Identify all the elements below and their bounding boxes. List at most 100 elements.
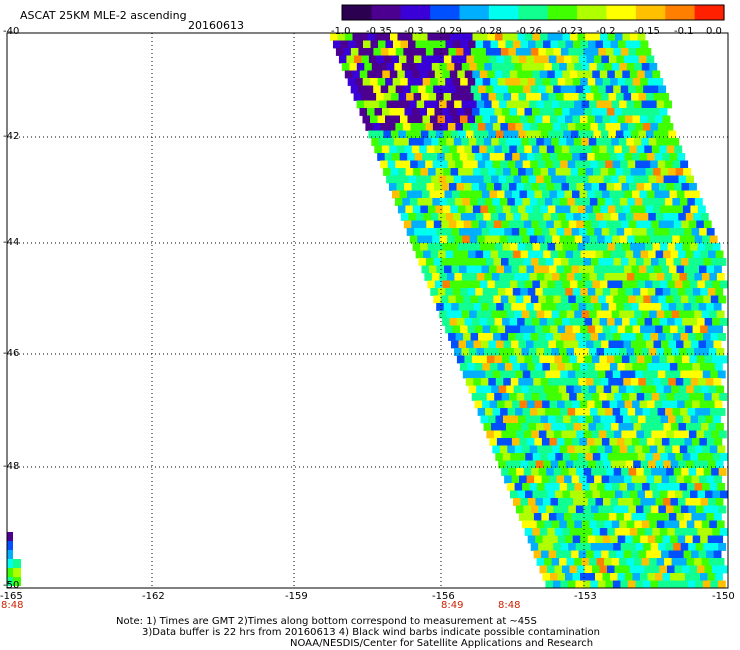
- swath-pixel: [509, 355, 518, 364]
- swath-pixel: [598, 48, 607, 56]
- swath-pixel: [600, 33, 608, 41]
- swath-pixel: [532, 205, 541, 214]
- swath-pixel: [528, 40, 536, 49]
- swath-pixel: [486, 355, 495, 364]
- swath-pixel: [375, 33, 383, 41]
- swath-pixel: [497, 325, 506, 334]
- swath-pixel: [640, 78, 649, 86]
- swath-pixel: [550, 250, 559, 259]
- swath-pixel: [472, 318, 480, 326]
- swath-pixel: [457, 280, 466, 289]
- swath-pixel: [702, 483, 710, 491]
- swath-pixel: [684, 475, 692, 484]
- swath-pixel: [614, 183, 622, 191]
- swath-pixel: [417, 198, 426, 206]
- swath-pixel: [638, 303, 647, 311]
- swath-pixel: [619, 483, 628, 491]
- swath-pixel: [590, 123, 599, 131]
- swath-pixel: [547, 565, 555, 574]
- swath-pixel: [576, 183, 585, 191]
- swath-pixel: [440, 295, 449, 304]
- swath-pixel: [666, 430, 675, 439]
- swath-pixel: [413, 93, 422, 101]
- swath-pixel: [481, 55, 490, 64]
- swath-pixel: [436, 303, 445, 311]
- swath-pixel: [608, 513, 617, 521]
- swath-pixel: [569, 108, 578, 116]
- swath-pixel: [632, 115, 641, 124]
- swath-pixel: [623, 378, 632, 386]
- swath-pixel: [471, 355, 480, 364]
- swath-pixel: [517, 318, 525, 326]
- swath-pixel: [571, 55, 580, 64]
- swath-pixel: [504, 363, 513, 371]
- swath-pixel: [669, 475, 677, 484]
- swath-pixel: [692, 535, 701, 544]
- swath-pixel: [471, 145, 480, 154]
- swath-pixel: [386, 100, 395, 109]
- swath-pixel: [701, 423, 709, 431]
- swath-pixel: [467, 288, 476, 296]
- swath-pixel: [435, 243, 443, 251]
- swath-pixel: [510, 490, 518, 499]
- swath-pixel: [573, 138, 582, 146]
- swath-pixel: [639, 228, 648, 236]
- swath-pixel: [649, 520, 658, 529]
- swath-pixel: [397, 108, 405, 116]
- swath-pixel: [580, 460, 589, 469]
- swath-pixel: [570, 243, 578, 251]
- swath-pixel: [535, 250, 544, 259]
- swath-pixel: [553, 258, 562, 266]
- swath-pixel: [419, 145, 428, 154]
- swath-pixel: [473, 378, 482, 386]
- swath-pixel: [416, 100, 425, 109]
- swath-pixel: [529, 198, 538, 206]
- swath-pixel: [512, 400, 520, 409]
- swath-pixel: [577, 108, 585, 116]
- swath-pixel: [639, 153, 648, 161]
- swath-pixel: [686, 520, 695, 529]
- swath-pixel: [406, 55, 415, 64]
- swath-pixel: [632, 190, 640, 199]
- swath-pixel: [705, 415, 714, 424]
- swath-pixel: [469, 235, 478, 244]
- swath-pixel: [503, 55, 512, 64]
- swath-pixel: [624, 363, 633, 371]
- swath-pixel: [589, 63, 598, 71]
- swath-pixel: [546, 430, 555, 439]
- swath-pixel: [451, 265, 460, 274]
- swath-pixel: [481, 265, 490, 274]
- swath-pixel: [572, 400, 580, 409]
- swath-pixel: [618, 423, 627, 431]
- colorbar: [341, 4, 725, 21]
- swath-pixel: [509, 280, 518, 289]
- swath-pixel: [433, 85, 442, 94]
- swath-pixel: [590, 48, 599, 56]
- swath-pixel: [530, 48, 539, 56]
- swath-pixel: [610, 250, 619, 259]
- swath-pixel: [676, 513, 685, 521]
- swath-pixel: [584, 70, 593, 79]
- swath-pixel: [650, 543, 659, 551]
- swath-pixel: [521, 310, 530, 319]
- swath-pixel: [379, 100, 387, 109]
- swath-pixel: [607, 70, 616, 79]
- swath-pixel: [491, 100, 500, 109]
- swath-pixel: [519, 153, 528, 161]
- swath-pixel: [506, 100, 515, 109]
- swath-pixel: [491, 273, 500, 281]
- swath-pixel: [580, 213, 589, 221]
- swath-pixel: [415, 115, 423, 124]
- swath-pixel: [602, 190, 610, 199]
- swath-pixel: [636, 468, 645, 476]
- swath-pixel: [673, 505, 682, 514]
- swath-pixel: [448, 258, 457, 266]
- swath-pixel: [556, 93, 564, 101]
- swath-pixel: [617, 78, 626, 86]
- swath-pixel: [559, 100, 567, 109]
- swath-pixel: [520, 288, 529, 296]
- swath-pixel: [487, 33, 496, 41]
- swath-pixel: [670, 288, 679, 296]
- swath-pixel: [708, 423, 717, 431]
- swath-pixel: [567, 235, 576, 244]
